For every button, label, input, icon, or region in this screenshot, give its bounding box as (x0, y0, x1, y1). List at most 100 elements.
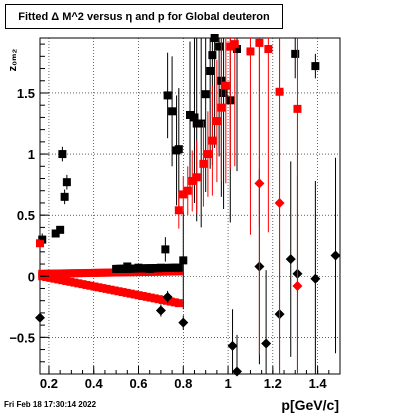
data-point (208, 51, 217, 60)
data-point (293, 104, 302, 113)
data-point (178, 317, 189, 328)
band-marker (126, 289, 135, 298)
x-tick-label: 0.4 (85, 376, 104, 391)
band-marker (50, 269, 59, 278)
data-point (186, 110, 194, 119)
band-marker (54, 269, 63, 278)
band-marker (50, 274, 59, 283)
data-point (174, 206, 183, 215)
band-marker (94, 283, 103, 292)
band-marker (98, 268, 107, 277)
band-marker (54, 275, 63, 284)
band-marker (46, 269, 55, 278)
x-tick-label: 1.2 (264, 376, 282, 391)
band-marker (86, 281, 95, 290)
x-axis-label: p[GeV/c] (281, 397, 339, 413)
data-point (292, 281, 303, 292)
y-tick-label: −0.5 (9, 330, 35, 345)
band-marker (82, 269, 91, 278)
data-point (174, 145, 183, 154)
x-tick-label: 0.8 (174, 376, 192, 391)
band-marker (150, 294, 159, 303)
band-marker (154, 295, 163, 304)
band-marker (174, 299, 183, 308)
band-marker (102, 284, 111, 293)
band-marker (70, 278, 79, 287)
band-marker (134, 291, 143, 300)
data-point (162, 292, 173, 303)
data-point (221, 81, 230, 90)
data-point (179, 256, 188, 265)
grid-lines (40, 38, 340, 374)
data-point (264, 44, 273, 53)
data-point (62, 178, 71, 187)
band-marker (170, 298, 179, 307)
data-point (199, 159, 208, 168)
data-point (145, 264, 154, 273)
chart-title: Fitted Δ M^2 versus η and p for Global d… (5, 4, 283, 29)
y-tick-label: 0 (28, 269, 35, 284)
band-marker (146, 293, 155, 302)
band-marker (122, 288, 131, 297)
band-marker (78, 269, 87, 278)
data-point (161, 245, 170, 254)
band-marker (86, 268, 95, 277)
band-marker (58, 276, 67, 285)
band-marker (62, 269, 71, 278)
data-point (274, 197, 285, 208)
band-marker (94, 268, 103, 277)
band-marker (42, 273, 51, 282)
x-tick-label: 1.4 (309, 376, 328, 391)
data-point (330, 250, 341, 261)
data-point (219, 88, 228, 97)
data-point (58, 150, 67, 159)
data-point (183, 186, 192, 195)
data-point (56, 225, 65, 234)
data-point (190, 113, 199, 122)
data-point (134, 263, 143, 272)
axes: 0.2 0.4 0.6 0.8 1 1.2 1.4 −0.5 0 0.5 1 1.5 (9, 43, 330, 391)
data-point (261, 338, 272, 349)
band-marker (102, 268, 111, 277)
data-point (192, 173, 201, 182)
timestamp: Fri Feb 18 17:30:14 2022 (4, 400, 97, 409)
data-point (197, 119, 206, 128)
data-point (230, 40, 239, 49)
data-point (254, 178, 265, 189)
y-tick-label: 1.5 (17, 86, 35, 101)
data-point (155, 305, 166, 316)
y-tick-label: 0.5 (17, 208, 35, 223)
data-marks (35, 34, 341, 377)
data-point (233, 44, 242, 53)
band-marker (66, 269, 75, 278)
chart-title-text: Fitted Δ M^2 versus η and p for Global d… (18, 10, 270, 23)
band-marker (158, 295, 167, 304)
x-tick-label: 0.6 (129, 376, 147, 391)
data-point (212, 117, 221, 126)
data-point (36, 239, 44, 248)
data-point (311, 62, 320, 71)
data-point (51, 229, 60, 238)
band-marker (46, 273, 55, 282)
data-point (123, 262, 132, 271)
band-marker (114, 287, 123, 296)
data-point (226, 42, 235, 51)
band-marker (106, 285, 115, 294)
data-point (203, 150, 212, 159)
band-marker (130, 290, 139, 299)
band-marker (106, 268, 115, 277)
band-marker (166, 297, 175, 306)
band-marker (70, 269, 79, 278)
band-marker (74, 279, 83, 288)
data-point (179, 190, 188, 199)
data-point (201, 90, 210, 99)
data-point (206, 66, 215, 75)
data-point (285, 254, 296, 265)
data-point (215, 42, 224, 51)
band-marker (118, 288, 127, 297)
data-point (35, 312, 45, 323)
data-point (192, 119, 201, 128)
band-marker (174, 263, 183, 272)
band-marker (90, 282, 99, 291)
